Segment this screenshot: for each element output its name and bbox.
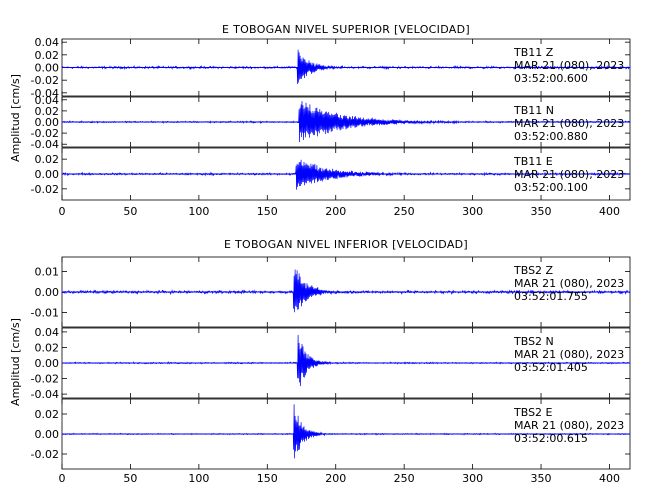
y-tick-label: -0.02	[31, 74, 59, 87]
date-label: MAR 21 (080), 2023	[514, 168, 624, 181]
x-tick-label: 150	[257, 472, 278, 485]
y-tick-label: 0.02	[35, 341, 60, 354]
chart-title: E TOBOGAN NIVEL SUPERIOR [VELOCIDAD]	[222, 23, 470, 36]
x-tick-label: 300	[462, 472, 483, 485]
y-tick-label: 0.00	[35, 116, 60, 129]
date-label: MAR 21 (080), 2023	[514, 348, 624, 361]
station-label: TBS2 N	[513, 335, 554, 348]
y-tick-label: 0.00	[35, 62, 60, 75]
time-label: 03:52:01.755	[514, 290, 588, 303]
y-tick-label: 0.01	[35, 265, 60, 278]
chart-title: E TOBOGAN NIVEL INFERIOR [VELOCIDAD]	[224, 238, 468, 251]
time-label: 03:52:00.880	[514, 130, 588, 143]
x-tick-label: 200	[325, 472, 346, 485]
time-label: 03:52:00.600	[514, 72, 588, 85]
y-tick-label: 0.04	[35, 36, 60, 49]
x-tick-label: 400	[599, 472, 620, 485]
station-label: TB11 N	[513, 104, 554, 117]
y-tick-label: -0.04	[31, 388, 59, 401]
chart-group-2: E TOBOGAN NIVEL INFERIOR [VELOCIDAD] Ampl…	[9, 238, 631, 485]
y-tick-label: -0.02	[31, 127, 59, 140]
y-axis-label: Amplitud [cm/s]	[9, 318, 22, 406]
y-tick-label: -0.02	[31, 373, 59, 386]
y-tick-label: -0.04	[31, 87, 59, 100]
y-tick-label: 0.00	[35, 168, 60, 181]
station-label: TBS2 Z	[513, 264, 554, 277]
x-tick-label: 250	[394, 472, 415, 485]
y-tick-label: -0.02	[31, 448, 59, 461]
x-tick-label: 350	[531, 472, 552, 485]
date-label: MAR 21 (080), 2023	[514, 277, 624, 290]
x-tick-label: 250	[394, 205, 415, 218]
y-tick-label: 0.00	[35, 357, 60, 370]
x-tick-label: 300	[462, 205, 483, 218]
y-axis-label: Amplitud [cm/s]	[9, 74, 22, 162]
x-tick-label: 0	[59, 205, 66, 218]
y-tick-label: -0.01	[31, 307, 59, 320]
station-label: TB11 Z	[513, 46, 554, 59]
y-tick-label: 0.02	[35, 153, 60, 166]
date-label: MAR 21 (080), 2023	[514, 117, 624, 130]
y-tick-label: 0.00	[35, 428, 60, 441]
time-label: 03:52:01.405	[514, 361, 588, 374]
station-label: TB11 E	[513, 155, 553, 168]
x-tick-label: 50	[123, 205, 137, 218]
date-label: MAR 21 (080), 2023	[514, 59, 624, 72]
x-tick-label: 100	[188, 472, 209, 485]
x-tick-label: 50	[123, 472, 137, 485]
x-tick-label: 150	[257, 205, 278, 218]
station-label: TBS2 E	[513, 406, 553, 419]
x-tick-label: 200	[325, 205, 346, 218]
y-tick-label: 0.04	[35, 94, 60, 107]
y-tick-label: 0.02	[35, 49, 60, 62]
date-label: MAR 21 (080), 2023	[514, 419, 624, 432]
x-tick-label: 400	[599, 205, 620, 218]
x-tick-label: 350	[531, 205, 552, 218]
chart-group-1: E TOBOGAN NIVEL SUPERIOR [VELOCIDAD] Ampl…	[9, 23, 631, 218]
y-tick-label: 0.02	[35, 105, 60, 118]
y-tick-label: 0.04	[35, 326, 60, 339]
time-label: 03:52:00.100	[514, 181, 588, 194]
x-tick-label: 100	[188, 205, 209, 218]
y-tick-label: -0.02	[31, 183, 59, 196]
y-tick-label: -0.04	[31, 138, 59, 151]
x-tick-label: 0	[59, 472, 66, 485]
y-tick-label: 0.00	[35, 286, 60, 299]
time-label: 03:52:00.615	[514, 432, 588, 445]
y-tick-label: 0.02	[35, 408, 60, 421]
